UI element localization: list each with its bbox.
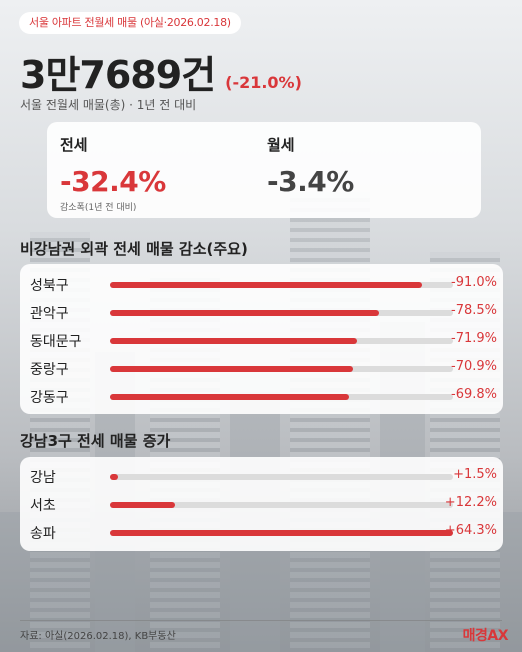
change-value: +64.3% bbox=[444, 523, 497, 538]
change-value: +12.2% bbox=[444, 495, 497, 510]
bar-fill bbox=[110, 502, 176, 508]
bar-fill bbox=[110, 338, 357, 344]
increase-section-title: 강남3구 전세 매물 증가 bbox=[20, 432, 171, 450]
decrease-list: 성북구 -91.0% 관악구 -78.5% 동대문구 -71.9% 중랑구 -70.9% 강동구… bbox=[20, 264, 503, 414]
list-item: 동대문구 -71.9% bbox=[20, 326, 503, 354]
district-name: 강동구 bbox=[30, 390, 69, 406]
headline: 3만7689건 (-21.0%) bbox=[20, 44, 302, 99]
bar-fill bbox=[110, 366, 354, 372]
change-value: -69.8% bbox=[451, 387, 497, 402]
change-value: -70.9% bbox=[451, 359, 497, 374]
bar-track bbox=[110, 474, 453, 480]
bar-track bbox=[110, 394, 453, 400]
change-value: -71.9% bbox=[451, 331, 497, 346]
jeonse-label: 전세 bbox=[60, 136, 88, 154]
district-name: 동대문구 bbox=[30, 334, 82, 350]
jeonse-value: -32.4% bbox=[60, 165, 166, 198]
district-name: 강남 bbox=[30, 470, 56, 486]
change-value: +1.5% bbox=[453, 467, 497, 482]
bar-track bbox=[110, 310, 453, 316]
bar-fill bbox=[110, 310, 380, 316]
bar-track bbox=[110, 530, 453, 536]
bar-track bbox=[110, 338, 453, 344]
source-text: 자료: 아실(2026.02.18), KB부동산 bbox=[20, 631, 176, 642]
bar-track bbox=[110, 502, 453, 508]
list-item: 강남 +1.5% bbox=[20, 462, 503, 490]
list-item: 성북구 -91.0% bbox=[20, 270, 503, 298]
total-change: (-21.0%) bbox=[225, 73, 302, 92]
bar-fill bbox=[110, 474, 118, 480]
bar-fill bbox=[110, 282, 423, 288]
footer-divider bbox=[20, 620, 502, 621]
change-value: -91.0% bbox=[451, 275, 497, 290]
bar-fill bbox=[110, 530, 453, 536]
jeonse-stat: 전세 -32.4% 감소폭(1년 전 대비) bbox=[60, 134, 166, 213]
list-item: 서초 +12.2% bbox=[20, 490, 503, 518]
bar-fill bbox=[110, 394, 350, 400]
total-listings: 3만7689건 bbox=[20, 53, 216, 97]
source-badge: 서울 아파트 전월세 매물 (아실·2026.02.18) bbox=[19, 12, 241, 34]
wolse-stat: 월세 -3.4% bbox=[267, 134, 354, 198]
wolse-value: -3.4% bbox=[267, 165, 354, 198]
jeonse-note: 감소폭(1년 전 대비) bbox=[60, 203, 137, 213]
district-name: 관악구 bbox=[30, 306, 69, 322]
list-item: 중랑구 -70.9% bbox=[20, 354, 503, 382]
district-name: 성북구 bbox=[30, 278, 69, 294]
wolse-label: 월세 bbox=[267, 136, 295, 154]
list-item: 강동구 -69.8% bbox=[20, 382, 503, 410]
increase-list: 강남 +1.5% 서초 +12.2% 송파 +64.3% bbox=[20, 457, 503, 551]
change-value: -78.5% bbox=[451, 303, 497, 318]
district-name: 서초 bbox=[30, 498, 56, 514]
headline-subtitle: 서울 전월세 매물(총) · 1년 전 대비 bbox=[20, 98, 197, 112]
bar-track bbox=[110, 366, 453, 372]
brand-logo: 매경AX bbox=[462, 628, 509, 644]
stats-card: 전세 -32.4% 감소폭(1년 전 대비) 월세 -3.4% bbox=[47, 122, 481, 218]
list-item: 송파 +64.3% bbox=[20, 518, 503, 546]
decrease-section-title: 비강남권 외곽 전세 매물 감소(주요) bbox=[20, 240, 248, 258]
district-name: 중랑구 bbox=[30, 362, 69, 378]
bar-track bbox=[110, 282, 453, 288]
list-item: 관악구 -78.5% bbox=[20, 298, 503, 326]
district-name: 송파 bbox=[30, 526, 56, 542]
